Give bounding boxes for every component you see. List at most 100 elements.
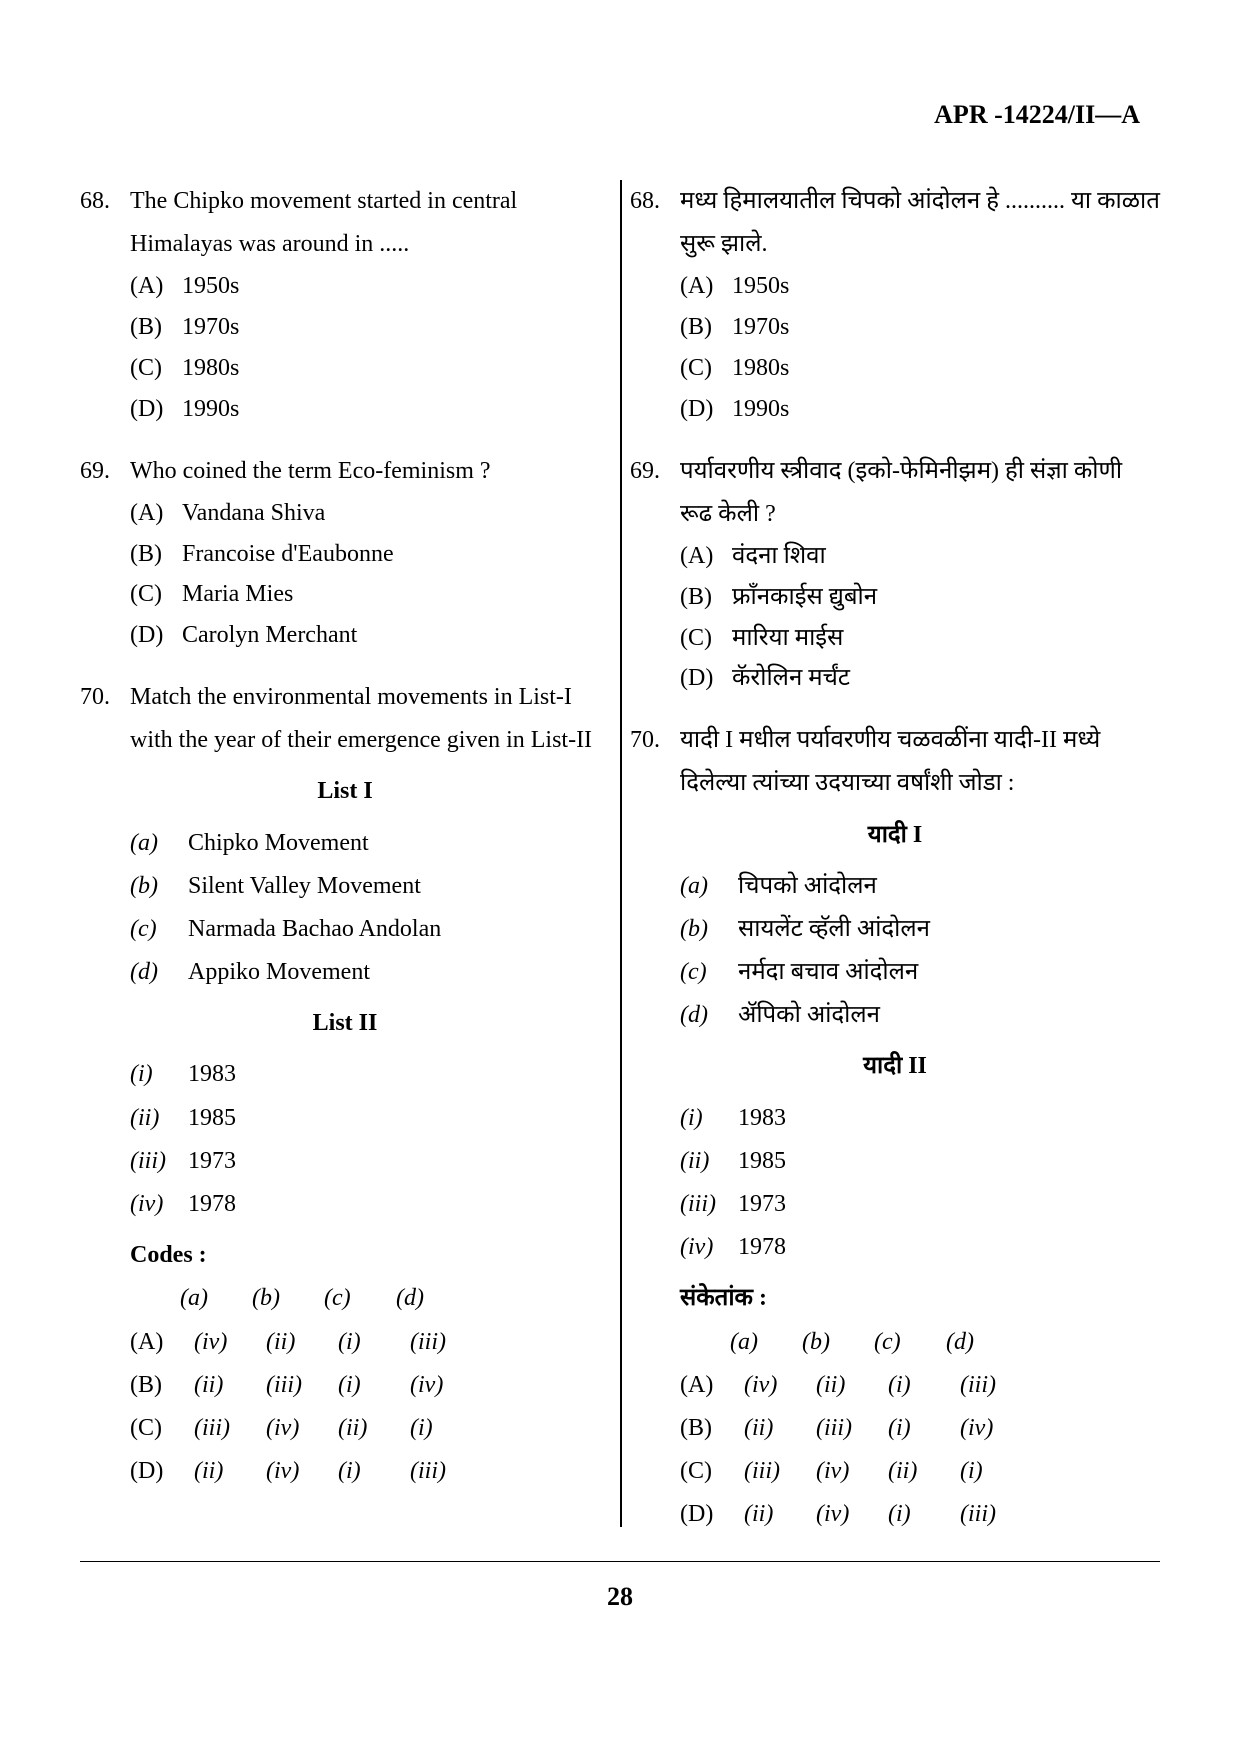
opt-label: (A) xyxy=(130,493,174,534)
q69-opt-d: Carolyn Merchant xyxy=(182,615,357,656)
question-70-right: 70. यादी I मधील पर्यावरणीय चळवळींना यादी… xyxy=(630,719,1160,1536)
code-opt: (D) xyxy=(680,1493,720,1536)
list2-ii: 1985 xyxy=(188,1097,236,1140)
list1r-title: यादी I xyxy=(630,814,1160,857)
chr-b: (b) xyxy=(802,1321,850,1364)
li-label: (i) xyxy=(130,1053,180,1096)
cb-c: (i) xyxy=(338,1364,386,1407)
cb-d: (iv) xyxy=(410,1364,458,1407)
bottom-rule xyxy=(80,1561,1160,1562)
q68-number: 68. xyxy=(80,180,118,223)
code-opt: (A) xyxy=(130,1321,170,1364)
q68r-number: 68. xyxy=(630,180,668,223)
li-label: (ii) xyxy=(680,1140,730,1183)
opt-label: (B) xyxy=(130,307,174,348)
opt-label: (B) xyxy=(130,534,174,575)
cdr-b: (iv) xyxy=(816,1493,864,1536)
li-label: (b) xyxy=(680,908,730,951)
li-label: (c) xyxy=(130,908,180,951)
code-opt: (C) xyxy=(130,1407,170,1450)
cd-d: (iii) xyxy=(410,1450,458,1493)
cd-b: (iv) xyxy=(266,1450,314,1493)
li-label: (ii) xyxy=(130,1097,180,1140)
opt-label: (C) xyxy=(680,348,724,389)
li-label: (i) xyxy=(680,1097,730,1140)
ccr-b: (iv) xyxy=(816,1450,864,1493)
li-label: (c) xyxy=(680,951,730,994)
cc-b: (iv) xyxy=(266,1407,314,1450)
chr-d: (d) xyxy=(946,1321,994,1364)
q68-opt-c: 1980s xyxy=(182,348,239,389)
opt-label: (C) xyxy=(680,618,724,659)
q68-opt-d: 1990s xyxy=(182,389,239,430)
codes-title: Codes : xyxy=(130,1234,610,1277)
q70-text: Match the environmental movements in Lis… xyxy=(130,676,610,762)
q68r-opt-b: 1970s xyxy=(732,307,789,348)
code-opt: (D) xyxy=(130,1450,170,1493)
li-label: (a) xyxy=(130,822,180,865)
q69r-number: 69. xyxy=(630,450,668,493)
ch-c: (c) xyxy=(324,1277,372,1320)
list1-b: Silent Valley Movement xyxy=(188,865,421,908)
list1-d: Appiko Movement xyxy=(188,951,370,994)
question-69-right: 69. पर्यावरणीय स्त्रीवाद (इको-फेमिनीझम) … xyxy=(630,450,1160,700)
ca-b: (ii) xyxy=(266,1321,314,1364)
q68r-opt-a: 1950s xyxy=(732,266,789,307)
q68r-opt-d: 1990s xyxy=(732,389,789,430)
car-d: (iii) xyxy=(960,1364,1008,1407)
car-b: (ii) xyxy=(816,1364,864,1407)
code-opt: (A) xyxy=(680,1364,720,1407)
list1r-a: चिपको आंदोलन xyxy=(738,865,877,908)
q69r-opt-c: मारिया माईस xyxy=(732,618,843,659)
page-header: APR -14224/II—A xyxy=(80,100,1160,130)
list2r-ii: 1985 xyxy=(738,1140,786,1183)
li-label: (b) xyxy=(130,865,180,908)
column-divider xyxy=(620,180,622,1527)
code-opt: (C) xyxy=(680,1450,720,1493)
question-69-left: 69. Who coined the term Eco-feminism ? (… xyxy=(80,450,610,656)
q69-opt-a: Vandana Shiva xyxy=(182,493,325,534)
q70r-text: यादी I मधील पर्यावरणीय चळवळींना यादी-II … xyxy=(680,719,1160,805)
opt-label: (A) xyxy=(130,266,174,307)
q68-opt-b: 1970s xyxy=(182,307,239,348)
list2r-i: 1983 xyxy=(738,1097,786,1140)
opt-label: (D) xyxy=(130,615,174,656)
right-column: 68. मध्य हिमालयातील चिपको आंदोलन हे ....… xyxy=(630,180,1160,1557)
q69r-opt-b: फ्राँनकाईस द्युबोन xyxy=(732,577,877,618)
list1r-b: सायलेंट व्हॅली आंदोलन xyxy=(738,908,930,951)
car-a: (iv) xyxy=(744,1364,792,1407)
opt-label: (C) xyxy=(130,348,174,389)
q70-number: 70. xyxy=(80,676,118,719)
li-label: (iv) xyxy=(680,1226,730,1269)
ccr-d: (i) xyxy=(960,1450,1008,1493)
li-label: (iv) xyxy=(130,1183,180,1226)
cbr-d: (iv) xyxy=(960,1407,1008,1450)
q69r-opt-d: कॅरोलिन मर्चंट xyxy=(732,658,850,699)
list2r-iii: 1973 xyxy=(738,1183,786,1226)
ccr-a: (iii) xyxy=(744,1450,792,1493)
cd-a: (ii) xyxy=(194,1450,242,1493)
q68r-text: मध्य हिमालयातील चिपको आंदोलन हे ........… xyxy=(680,180,1160,266)
opt-label: (D) xyxy=(680,658,724,699)
cd-c: (i) xyxy=(338,1450,386,1493)
list2r-iv: 1978 xyxy=(738,1226,786,1269)
list1r-d: ॲपिको आंदोलन xyxy=(738,994,880,1037)
q69r-text: पर्यावरणीय स्त्रीवाद (इको-फेमिनीझम) ही स… xyxy=(680,450,1160,536)
ch-b: (b) xyxy=(252,1277,300,1320)
li-label: (d) xyxy=(130,951,180,994)
cbr-a: (ii) xyxy=(744,1407,792,1450)
q68r-opt-c: 1980s xyxy=(732,348,789,389)
codesr-header: (a) (b) (c) (d) xyxy=(730,1321,1160,1364)
cdr-a: (ii) xyxy=(744,1493,792,1536)
opt-label: (B) xyxy=(680,577,724,618)
opt-label: (A) xyxy=(680,266,724,307)
question-70-left: 70. Match the environmental movements in… xyxy=(80,676,610,1493)
ca-d: (iii) xyxy=(410,1321,458,1364)
q69-text: Who coined the term Eco-feminism ? xyxy=(130,450,610,493)
codes-header: (a) (b) (c) (d) xyxy=(180,1277,610,1320)
q69-number: 69. xyxy=(80,450,118,493)
list1-a: Chipko Movement xyxy=(188,822,369,865)
li-label: (d) xyxy=(680,994,730,1037)
left-column: 68. The Chipko movement started in centr… xyxy=(80,180,610,1557)
opt-label: (C) xyxy=(130,574,174,615)
